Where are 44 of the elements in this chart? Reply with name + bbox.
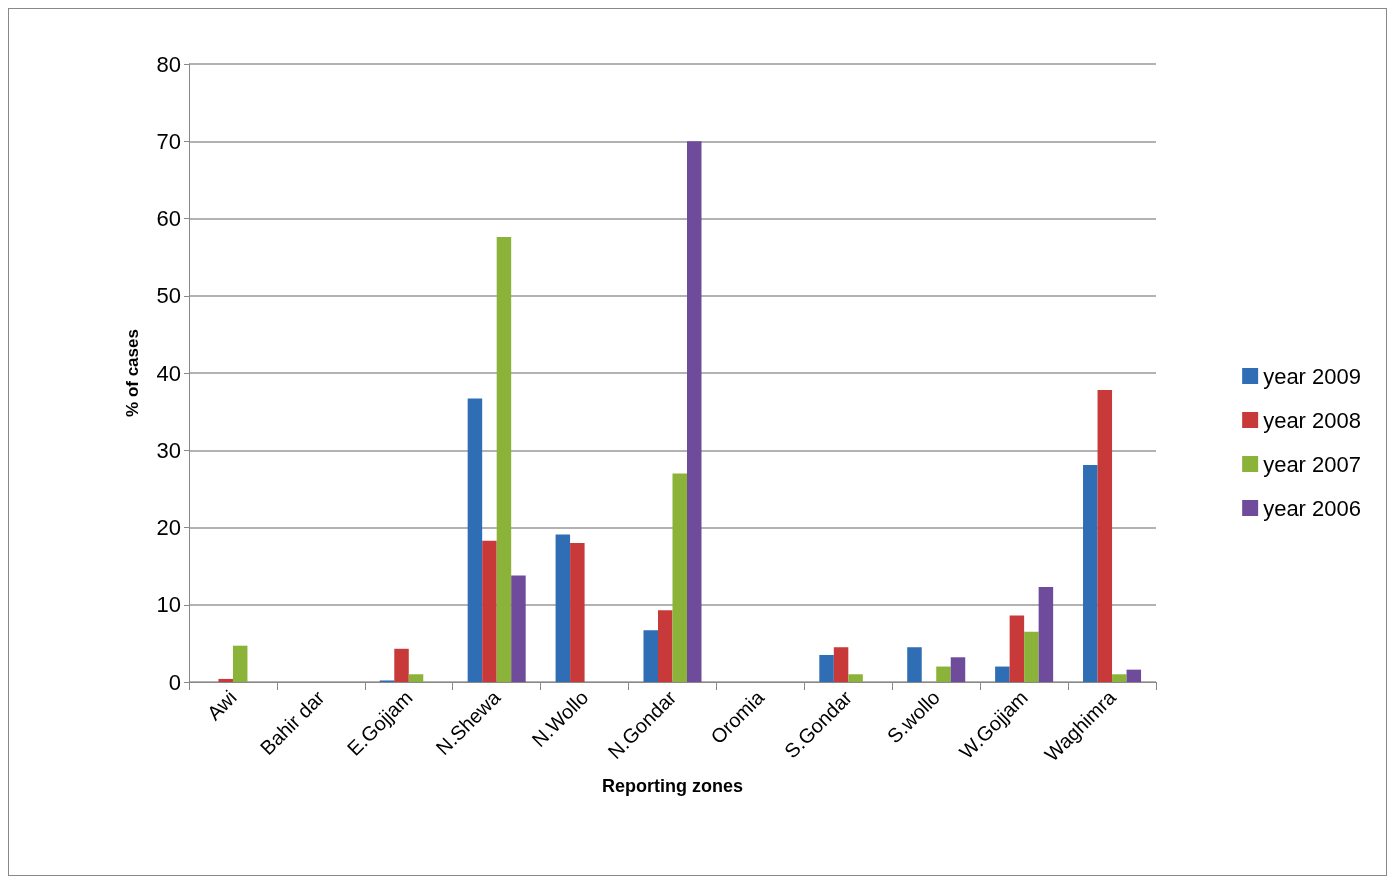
bar: [570, 542, 585, 682]
y-tick-label: 60: [156, 206, 181, 231]
legend-label: year 2006: [1263, 495, 1362, 521]
bar: [672, 473, 688, 682]
y-tick-label: 70: [156, 128, 181, 154]
bar: [936, 666, 951, 682]
y-tick-label: 40: [156, 360, 181, 386]
y-tick-label: 20: [156, 515, 181, 540]
y-axis-title: % of cases: [123, 329, 142, 417]
bar: [467, 398, 483, 682]
bar: [1024, 631, 1039, 682]
bar: [511, 575, 526, 682]
bar: [1112, 674, 1127, 682]
bar: [819, 654, 834, 682]
bar: [1097, 390, 1113, 682]
x-axis-title: Reporting zones: [601, 776, 744, 796]
bar: [1083, 464, 1098, 682]
bar: [658, 610, 673, 682]
bar: [1038, 586, 1054, 682]
bar: [995, 666, 1010, 682]
y-tick-label: 80: [156, 51, 181, 77]
bar: [496, 237, 512, 682]
legend-label: year 2009: [1263, 363, 1362, 389]
bar: [950, 657, 966, 682]
y-tick-label: 10: [156, 592, 181, 618]
bar: [482, 540, 497, 682]
bar: [643, 630, 658, 682]
bar: [848, 674, 863, 682]
x-tick-label: Awi: [202, 686, 241, 725]
bar: [218, 678, 233, 682]
y-tick-label: 30: [156, 437, 181, 463]
legend-label: year 2007: [1263, 451, 1362, 477]
bar: [394, 648, 409, 682]
bar: [1126, 669, 1142, 682]
legend-label: year 2008: [1263, 407, 1362, 433]
bar: [687, 141, 702, 682]
bar: [833, 647, 849, 682]
y-tick-label: 0: [168, 669, 181, 695]
bar: [1009, 615, 1025, 682]
bar: [232, 645, 248, 682]
y-tick-label: 50: [156, 283, 181, 309]
bar: [408, 674, 424, 682]
bar: [555, 534, 571, 682]
bar: [907, 647, 922, 682]
